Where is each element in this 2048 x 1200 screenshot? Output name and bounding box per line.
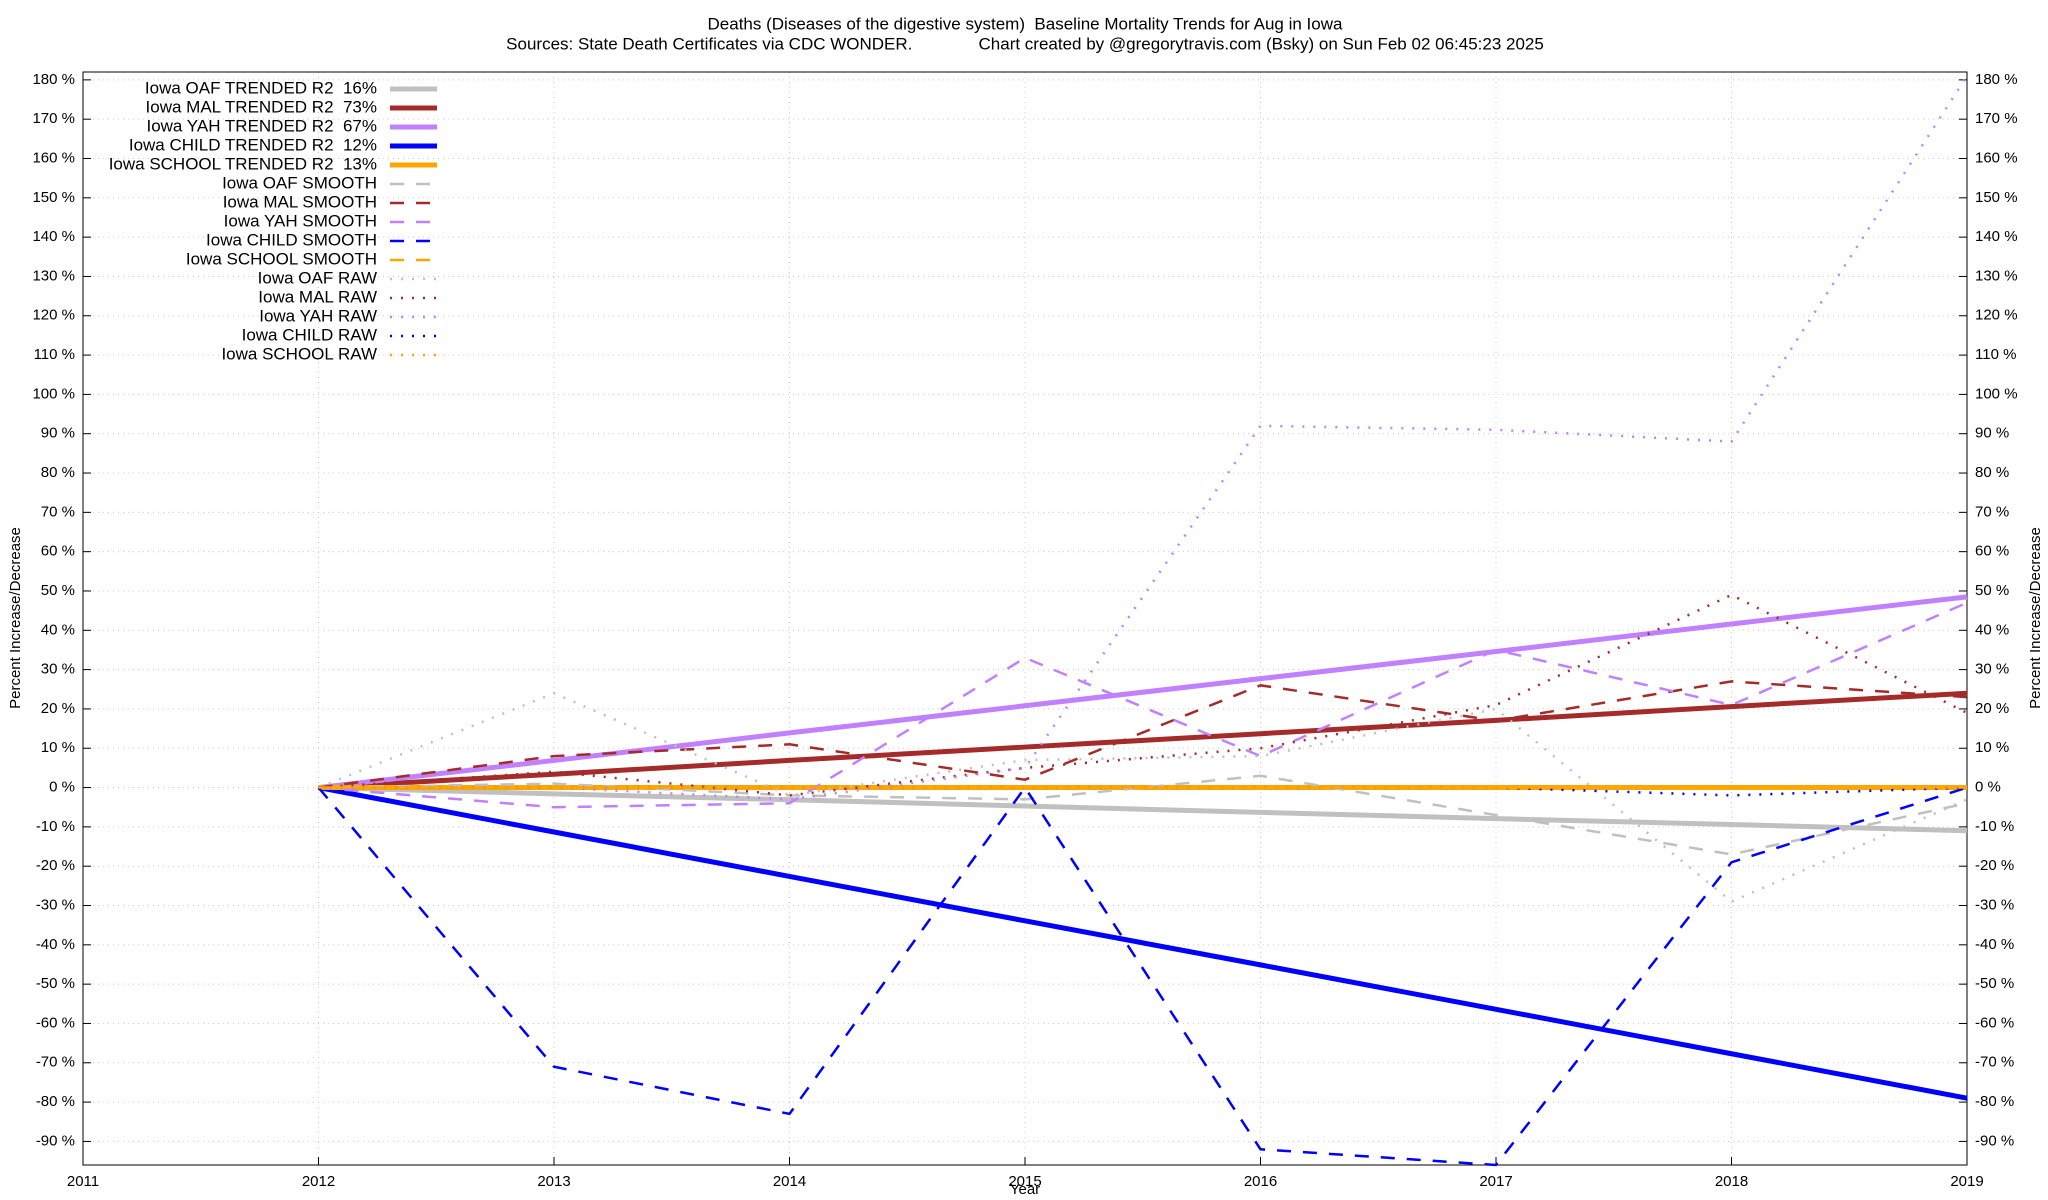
- x-axis-label: Year: [1010, 1181, 1040, 1198]
- y2-tick-label: -20 %: [1975, 857, 2014, 874]
- x-tick-label: 2017: [1479, 1173, 1512, 1190]
- y-tick-label: 40 %: [41, 621, 75, 638]
- x-tick-label: 2012: [302, 1173, 335, 1190]
- y-tick-label: 50 %: [41, 582, 75, 599]
- y2-tick-label: -80 %: [1975, 1093, 2014, 1110]
- y2-tick-label: 80 %: [1975, 464, 2009, 481]
- legend-label: Iowa YAH TRENDED R2 67%: [146, 116, 377, 135]
- legend-label: Iowa SCHOOL TRENDED R2 13%: [109, 154, 377, 173]
- y2-tick-label: 20 %: [1975, 700, 2009, 717]
- y2-tick-label: -40 %: [1975, 936, 2014, 953]
- series-line: [318, 785, 1968, 834]
- y2-tick-label: -90 %: [1975, 1132, 2014, 1149]
- legend-label: Iowa MAL TRENDED R2 73%: [146, 97, 377, 116]
- y-tick-label: 150 %: [32, 189, 75, 206]
- y2-tick-label: 50 %: [1975, 582, 2009, 599]
- series-line: [318, 690, 1968, 791]
- y-tick-label: 160 %: [32, 149, 75, 166]
- y-tick-label: 110 %: [34, 346, 75, 363]
- legend-label: Iowa CHILD TRENDED R2 12%: [129, 135, 377, 154]
- y2-tick-label: 180 %: [1975, 71, 2018, 88]
- y-tick-label: 20 %: [41, 700, 75, 717]
- y2-tick-label: 120 %: [1975, 307, 2018, 324]
- legend-label: Iowa MAL RAW: [258, 287, 377, 306]
- y2-tick-label: 70 %: [1975, 503, 2009, 520]
- y2-tick-label: 110 %: [1975, 346, 2016, 363]
- y-tick-label: -60 %: [36, 1014, 75, 1031]
- legend-label: Iowa SCHOOL SMOOTH: [186, 249, 377, 268]
- y-axis-label: Percent Increase/Decrease: [7, 527, 24, 709]
- y-tick-label: 30 %: [41, 661, 75, 678]
- y-tick-label: -40 %: [36, 936, 75, 953]
- y2-tick-label: 60 %: [1975, 543, 2009, 560]
- legend-label: Iowa YAH RAW: [259, 306, 377, 325]
- y2-tick-label: 10 %: [1975, 739, 2009, 756]
- y-tick-label: 130 %: [32, 267, 75, 284]
- y-tick-label: -70 %: [36, 1054, 75, 1071]
- y-tick-label: -30 %: [36, 896, 75, 913]
- y-tick-label: 140 %: [32, 228, 75, 245]
- y-tick-label: 100 %: [32, 385, 75, 402]
- y2-tick-label: -50 %: [1975, 975, 2014, 992]
- y-tick-label: -10 %: [36, 818, 75, 835]
- series-line: [318, 785, 1968, 1101]
- series-line: [318, 680, 1968, 789]
- y2-axis-label: Percent Increase/Decrease: [2027, 527, 2044, 709]
- y-tick-label: 70 %: [41, 503, 75, 520]
- x-tick-label: 2011: [67, 1173, 99, 1190]
- x-tick-label: 2013: [537, 1173, 570, 1190]
- x-tick-label: 2014: [773, 1173, 806, 1190]
- legend-label: Iowa OAF RAW: [258, 268, 377, 287]
- legend-label: Iowa CHILD SMOOTH: [206, 230, 377, 249]
- y-tick-label: 90 %: [41, 425, 75, 442]
- y2-tick-label: -10 %: [1975, 818, 2014, 835]
- y2-tick-label: 40 %: [1975, 621, 2009, 638]
- legend-label: Iowa OAF TRENDED R2 16%: [145, 78, 377, 97]
- y2-tick-label: 90 %: [1975, 425, 2009, 442]
- y2-tick-label: -30 %: [1975, 896, 2014, 913]
- y-tick-label: 60 %: [41, 543, 75, 560]
- series-line: [318, 601, 1968, 809]
- y-tick-label: -90 %: [36, 1132, 75, 1149]
- y-tick-label: 120 %: [32, 307, 75, 324]
- x-tick-label: 2016: [1244, 1173, 1277, 1190]
- y-tick-label: -20 %: [36, 857, 75, 874]
- y2-tick-label: 100 %: [1975, 385, 2018, 402]
- legend: Iowa OAF TRENDED R2 16%Iowa MAL TRENDED …: [109, 78, 437, 363]
- series-line: [318, 691, 1968, 904]
- y-tick-label: 0 %: [49, 779, 75, 796]
- x-tick-label: 2018: [1715, 1173, 1748, 1190]
- y-tick-label: -80 %: [36, 1093, 75, 1110]
- legend-label: Iowa MAL SMOOTH: [223, 192, 377, 211]
- y2-tick-label: -70 %: [1975, 1054, 2014, 1071]
- y2-tick-label: 0 %: [1975, 779, 2001, 796]
- x-tick-label: 2015: [1008, 1173, 1041, 1190]
- legend-label: Iowa OAF SMOOTH: [222, 173, 377, 192]
- legend-label: Iowa YAH SMOOTH: [224, 211, 377, 230]
- series-line: [318, 593, 1968, 797]
- y2-tick-label: 160 %: [1975, 149, 2018, 166]
- y2-tick-label: 130 %: [1975, 267, 2018, 284]
- series-line: [318, 774, 1968, 856]
- y-tick-label: -50 %: [36, 975, 75, 992]
- y2-tick-label: 150 %: [1975, 189, 2018, 206]
- y-tick-label: 80 %: [41, 464, 75, 481]
- y2-tick-label: -60 %: [1975, 1014, 2014, 1031]
- y-tick-label: 10 %: [41, 739, 75, 756]
- chart-subtitle: Sources: State Death Certificates via CD…: [506, 34, 1544, 53]
- y-tick-label: 180 %: [32, 71, 75, 88]
- chart-title: Deaths (Diseases of the digestive system…: [708, 14, 1343, 33]
- y-tick-label: 170 %: [32, 110, 75, 127]
- legend-label: Iowa SCHOOL RAW: [221, 344, 377, 363]
- y2-tick-label: 30 %: [1975, 661, 2009, 678]
- series-line: [318, 594, 1968, 791]
- y2-tick-label: 170 %: [1975, 110, 2018, 127]
- series-line: [317, 785, 1968, 1167]
- plot-frame: [82, 71, 1968, 1166]
- legend-label: Iowa CHILD RAW: [242, 325, 377, 344]
- y2-tick-label: 140 %: [1975, 228, 2018, 245]
- x-tick-label: 2019: [1950, 1173, 1983, 1190]
